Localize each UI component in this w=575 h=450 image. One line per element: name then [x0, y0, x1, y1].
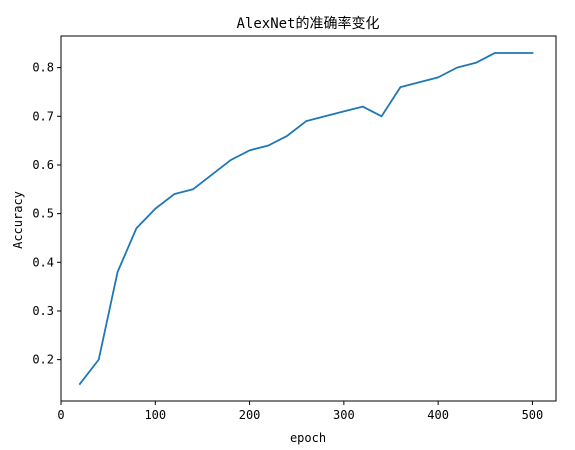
x-axis-label: epoch: [290, 431, 326, 445]
x-axis-ticks: 0 100 200 300 400 500: [57, 401, 543, 422]
x-tick-label: 200: [239, 408, 261, 422]
y-tick-label: 0.6: [32, 158, 54, 172]
y-tick-label: 0.7: [32, 109, 54, 123]
x-tick-label: 400: [427, 408, 449, 422]
x-tick-label: 100: [144, 408, 166, 422]
plot-area: 0 100 200 300 400 500 0.2 0.3 0.4 0.5 0.6 0.7 0.8: [32, 35, 557, 422]
x-tick-label: 300: [333, 408, 355, 422]
x-tick-label: 500: [522, 408, 544, 422]
plot-frame: [60, 35, 557, 402]
y-axis-ticks: 0.2 0.3 0.4 0.5 0.6 0.7 0.8: [32, 61, 61, 367]
y-tick-label: 0.2: [32, 353, 54, 367]
y-axis-label: Accuracy: [11, 191, 25, 249]
y-tick-label: 0.3: [32, 304, 54, 318]
x-tick-label: 0: [57, 408, 64, 422]
y-tick-label: 0.8: [32, 61, 54, 75]
chart-title: AlexNet的准确率变化: [236, 15, 379, 32]
accuracy-series-line: [78, 52, 534, 386]
y-tick-label: 0.5: [32, 207, 54, 221]
y-tick-label: 0.4: [32, 255, 54, 269]
